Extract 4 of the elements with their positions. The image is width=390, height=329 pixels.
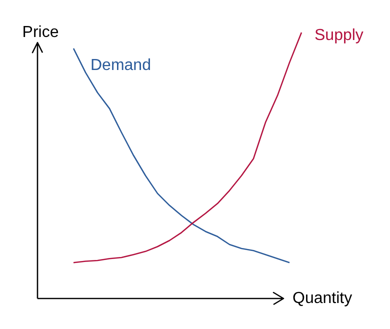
series-label: Supply — [314, 27, 364, 44]
x-axis-title: Quantity — [292, 290, 352, 307]
y-axis-title: Price — [22, 24, 59, 41]
series-label: Demand — [90, 56, 151, 74]
